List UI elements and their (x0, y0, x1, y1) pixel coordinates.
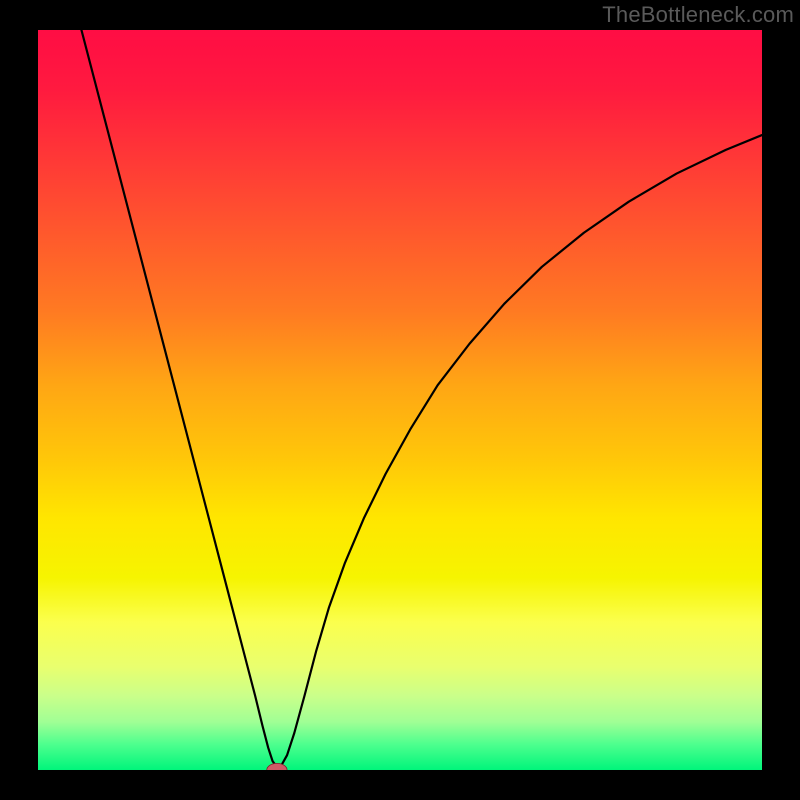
chart-container: TheBottleneck.com (0, 0, 800, 800)
plot-area (38, 30, 762, 770)
bottleneck-curve-chart (38, 30, 762, 770)
watermark-label: TheBottleneck.com (602, 2, 794, 28)
gradient-background (38, 30, 762, 770)
